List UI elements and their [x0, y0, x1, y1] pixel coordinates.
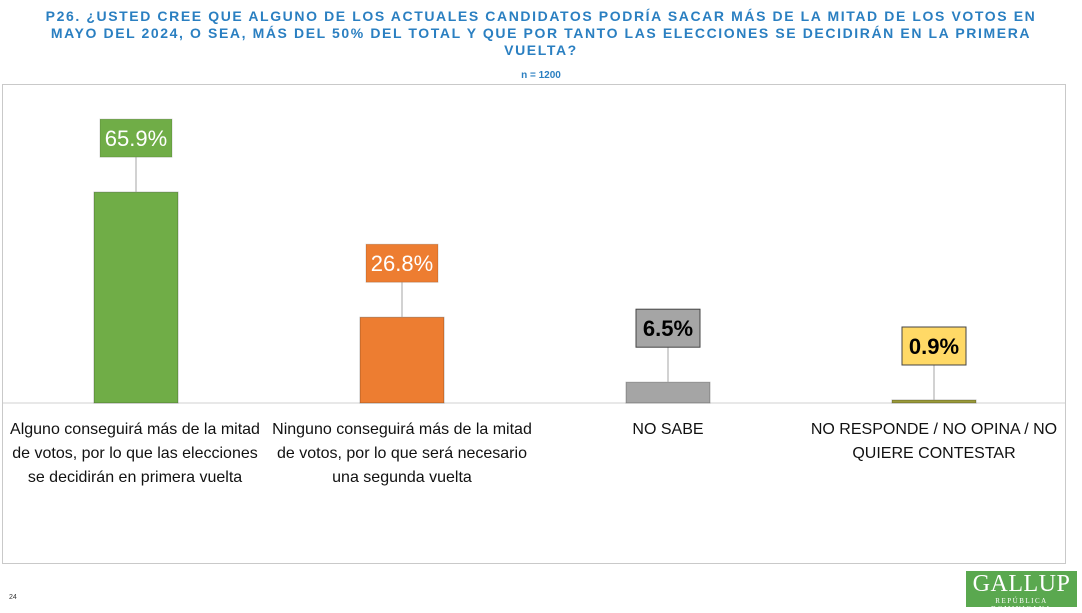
data-label-box-4	[901, 326, 967, 366]
gallup-logo: GALLUP REPÚBLICA DOMINICANA	[966, 571, 1077, 613]
logo-brand: GALLUP	[972, 571, 1071, 597]
data-label-1: 65.9%	[105, 126, 167, 151]
bar-2	[359, 316, 445, 404]
data-label-4: 0.9%	[909, 334, 959, 359]
logo-subtitle: REPÚBLICA DOMINICANA	[991, 597, 1052, 613]
bar-4	[891, 399, 977, 404]
page-number: 24	[9, 594, 17, 601]
category-label-4: NO RESPONDE / NO OPINA / NO QUIERE CONTE…	[810, 421, 1058, 462]
sample-size: n = 1200	[521, 70, 561, 81]
category-label-2: Ninguno conseguirá más de la mitad de vo…	[272, 421, 532, 486]
data-label-3: 6.5%	[643, 316, 693, 341]
data-label-box-2	[365, 243, 439, 283]
category-label-3: NO SABE	[632, 421, 704, 438]
data-label-box-1	[99, 118, 173, 158]
chart-area: 65.9% 26.8% 6.5% 0.9%	[2, 84, 1066, 564]
bar-chart: 65.9% 26.8% 6.5% 0.9%	[3, 118, 1065, 404]
bar-3	[625, 381, 711, 404]
bar-1	[93, 191, 179, 404]
category-label-1: Alguno conseguirá más de la mitad de vot…	[10, 421, 260, 486]
data-label-2: 26.8%	[371, 251, 433, 276]
chart-title: P26. ¿USTED CREE QUE ALGUNO DE LOS ACTUA…	[45, 8, 1037, 58]
data-label-box-3	[635, 308, 701, 348]
